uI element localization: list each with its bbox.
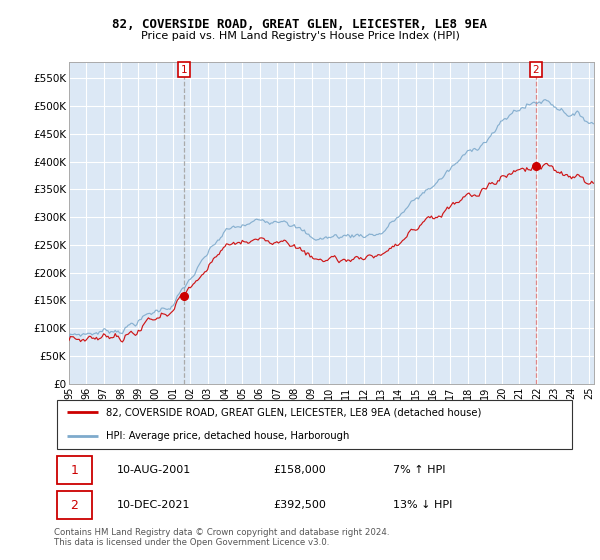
Text: Price paid vs. HM Land Registry's House Price Index (HPI): Price paid vs. HM Land Registry's House …	[140, 31, 460, 41]
Text: 2: 2	[70, 499, 78, 512]
FancyBboxPatch shape	[56, 400, 572, 449]
Text: 1: 1	[181, 64, 187, 74]
Text: 10-AUG-2001: 10-AUG-2001	[116, 465, 191, 475]
Text: Contains HM Land Registry data © Crown copyright and database right 2024.
This d: Contains HM Land Registry data © Crown c…	[54, 528, 389, 547]
Text: 1: 1	[70, 464, 78, 477]
Text: 82, COVERSIDE ROAD, GREAT GLEN, LEICESTER, LE8 9EA: 82, COVERSIDE ROAD, GREAT GLEN, LEICESTE…	[113, 18, 487, 31]
Text: 13% ↓ HPI: 13% ↓ HPI	[394, 501, 452, 510]
Text: £158,000: £158,000	[273, 465, 326, 475]
Text: 2: 2	[533, 64, 539, 74]
FancyBboxPatch shape	[56, 456, 92, 484]
Text: 82, COVERSIDE ROAD, GREAT GLEN, LEICESTER, LE8 9EA (detached house): 82, COVERSIDE ROAD, GREAT GLEN, LEICESTE…	[106, 408, 482, 418]
FancyBboxPatch shape	[56, 492, 92, 520]
Text: 7% ↑ HPI: 7% ↑ HPI	[394, 465, 446, 475]
Text: HPI: Average price, detached house, Harborough: HPI: Average price, detached house, Harb…	[106, 431, 350, 441]
Text: £392,500: £392,500	[273, 501, 326, 510]
Text: 10-DEC-2021: 10-DEC-2021	[116, 501, 190, 510]
